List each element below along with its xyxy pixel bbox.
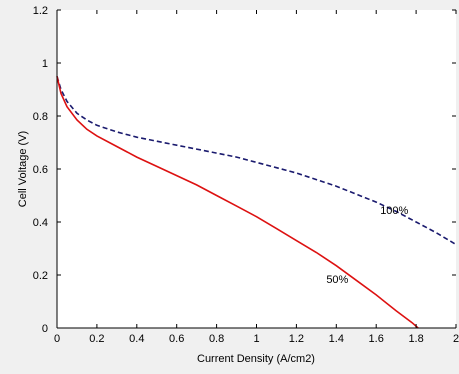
x-tick-label: 0: [54, 333, 60, 345]
x-tick-label: 0.6: [169, 333, 184, 345]
x-tick-label: 2: [453, 333, 459, 345]
y-tick-label: 0.4: [33, 217, 48, 229]
series-line-1: [56, 76, 457, 246]
y-tick-label: 0: [42, 323, 48, 335]
y-axis-title: Cell Voltage (V): [17, 131, 29, 207]
x-tick-label: 1.8: [408, 333, 423, 345]
y-tick-label: 0.2: [33, 270, 48, 282]
y-tick-label: 1: [42, 58, 48, 70]
y-tick-label: 1.2: [33, 5, 48, 17]
x-tick-label: 0.2: [89, 333, 104, 345]
x-ticks: 0 0.2 0.4 0.6 0.8 1 1.2 1.4 1.6 1.8 2: [54, 10, 459, 345]
series-line-2: [56, 76, 419, 329]
x-tick-label: 1.2: [289, 333, 304, 345]
annotations: 100% 50%: [326, 205, 408, 286]
plot-area: [57, 10, 456, 328]
x-axis-title: Current Density (A/cm2): [197, 353, 315, 365]
x-tick-label: 1.4: [329, 333, 344, 345]
x-tick-label: 1: [253, 333, 259, 345]
series-group: [56, 76, 457, 329]
x-tick-label: 0.8: [209, 333, 224, 345]
series-label: 50%: [326, 274, 348, 286]
x-tick-label: 0.4: [129, 333, 144, 345]
series-label: 100%: [380, 205, 408, 217]
y-tick-label: 0.6: [33, 164, 48, 176]
y-tick-label: 0.8: [33, 111, 48, 123]
x-tick-label: 1.6: [369, 333, 384, 345]
y-ticks: 0 0.2 0.4 0.6 0.8 1 1.2: [33, 5, 456, 335]
